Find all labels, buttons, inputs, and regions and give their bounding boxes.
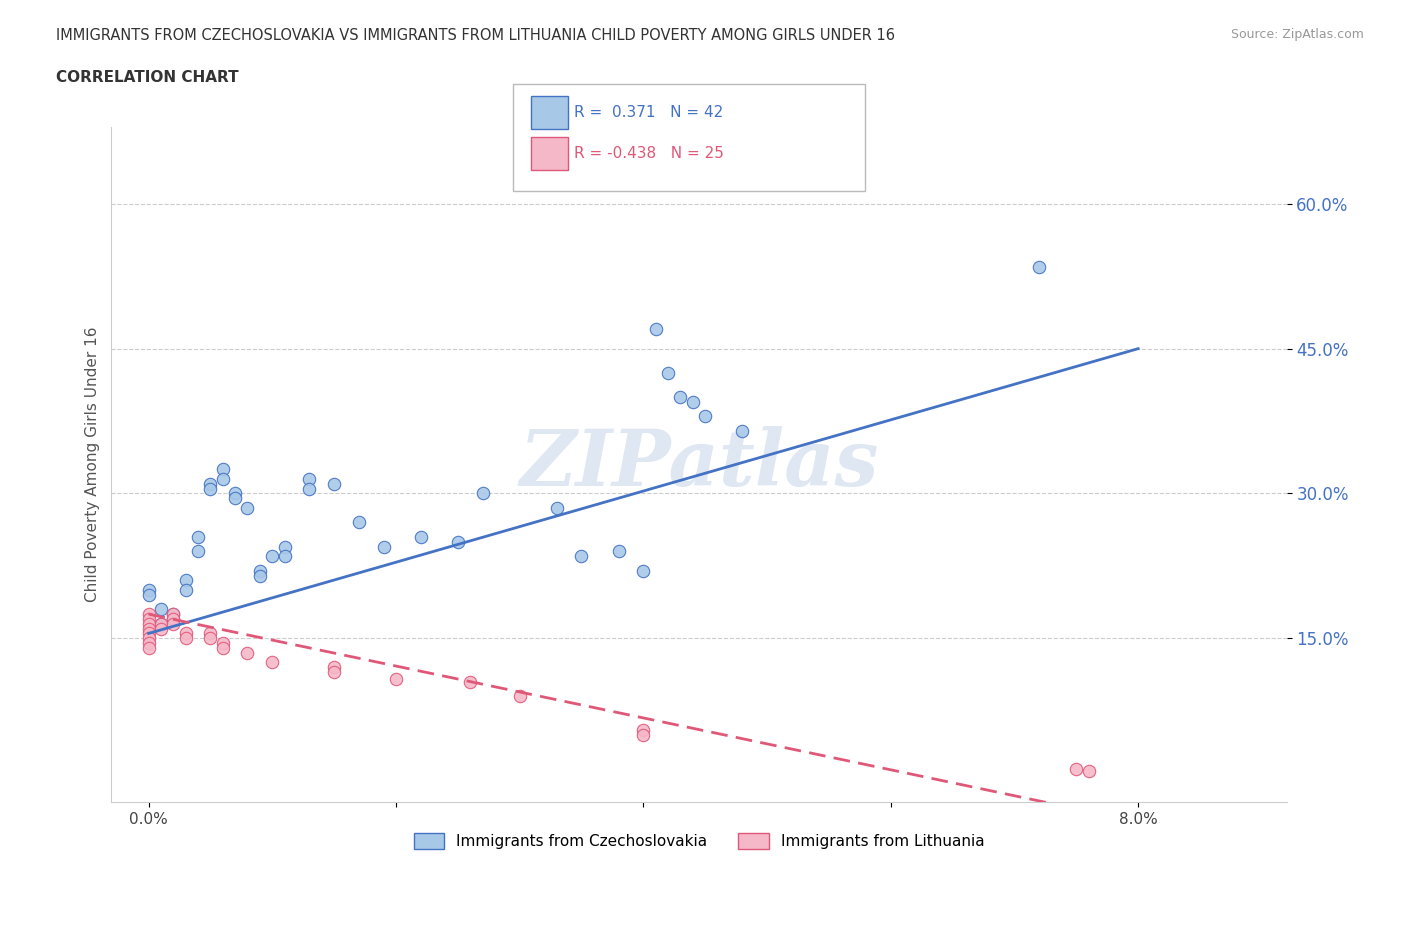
Point	[138, 636, 160, 651]
Point	[409, 529, 432, 544]
Point	[262, 549, 284, 564]
Point	[273, 539, 295, 554]
Text: CORRELATION CHART: CORRELATION CHART	[56, 70, 239, 85]
Point	[174, 626, 197, 641]
Point	[236, 645, 259, 660]
Point	[347, 515, 370, 530]
Point	[162, 612, 184, 627]
Point	[149, 617, 172, 631]
Point	[447, 535, 470, 550]
Point	[509, 689, 531, 704]
Point	[138, 588, 160, 603]
Point	[138, 617, 160, 631]
Point	[138, 626, 160, 641]
Point	[138, 631, 160, 645]
Point	[211, 472, 233, 486]
Point	[162, 606, 184, 621]
Point	[187, 529, 209, 544]
Point	[224, 491, 246, 506]
Point	[731, 423, 754, 438]
Point	[138, 612, 160, 627]
Point	[174, 631, 197, 645]
Point	[657, 365, 679, 380]
Point	[385, 671, 408, 686]
Point	[162, 617, 184, 631]
Point	[211, 641, 233, 656]
Point	[607, 544, 630, 559]
Point	[323, 659, 346, 674]
Point	[149, 617, 172, 631]
Point	[138, 621, 160, 636]
Point	[211, 462, 233, 477]
Point	[162, 612, 184, 627]
Point	[373, 539, 395, 554]
Point	[633, 564, 655, 578]
Point	[174, 573, 197, 588]
Point	[200, 626, 222, 641]
Point	[695, 409, 717, 424]
Point	[200, 476, 222, 491]
Point	[644, 322, 666, 337]
Point	[682, 394, 704, 409]
Text: IMMIGRANTS FROM CZECHOSLOVAKIA VS IMMIGRANTS FROM LITHUANIA CHILD POVERTY AMONG : IMMIGRANTS FROM CZECHOSLOVAKIA VS IMMIGR…	[56, 28, 896, 43]
Point	[249, 564, 271, 578]
Point	[200, 631, 222, 645]
Y-axis label: Child Poverty Among Girls Under 16: Child Poverty Among Girls Under 16	[86, 326, 100, 603]
Point	[298, 481, 321, 496]
Point	[200, 481, 222, 496]
Text: Source: ZipAtlas.com: Source: ZipAtlas.com	[1230, 28, 1364, 41]
Point	[138, 606, 160, 621]
Point	[633, 727, 655, 742]
Point	[262, 655, 284, 670]
Point	[138, 641, 160, 656]
Point	[236, 500, 259, 515]
Point	[138, 582, 160, 597]
Point	[211, 636, 233, 651]
Point	[323, 665, 346, 680]
Point	[471, 486, 494, 501]
Point	[149, 621, 172, 636]
Point	[174, 582, 197, 597]
Point	[273, 549, 295, 564]
Text: R =  0.371   N = 42: R = 0.371 N = 42	[574, 105, 723, 120]
Legend: Immigrants from Czechoslovakia, Immigrants from Lithuania: Immigrants from Czechoslovakia, Immigran…	[408, 828, 991, 856]
Point	[149, 602, 172, 617]
Point	[633, 723, 655, 737]
Point	[1066, 761, 1088, 776]
Point	[1028, 259, 1050, 274]
Text: R = -0.438   N = 25: R = -0.438 N = 25	[574, 146, 724, 161]
Point	[458, 674, 481, 689]
Point	[298, 472, 321, 486]
Point	[546, 500, 568, 515]
Point	[669, 390, 692, 405]
Point	[1077, 764, 1099, 779]
Point	[162, 606, 184, 621]
Point	[224, 486, 246, 501]
Point	[249, 568, 271, 583]
Point	[187, 544, 209, 559]
Text: ZIPatlas: ZIPatlas	[519, 426, 879, 503]
Point	[323, 476, 346, 491]
Point	[571, 549, 593, 564]
